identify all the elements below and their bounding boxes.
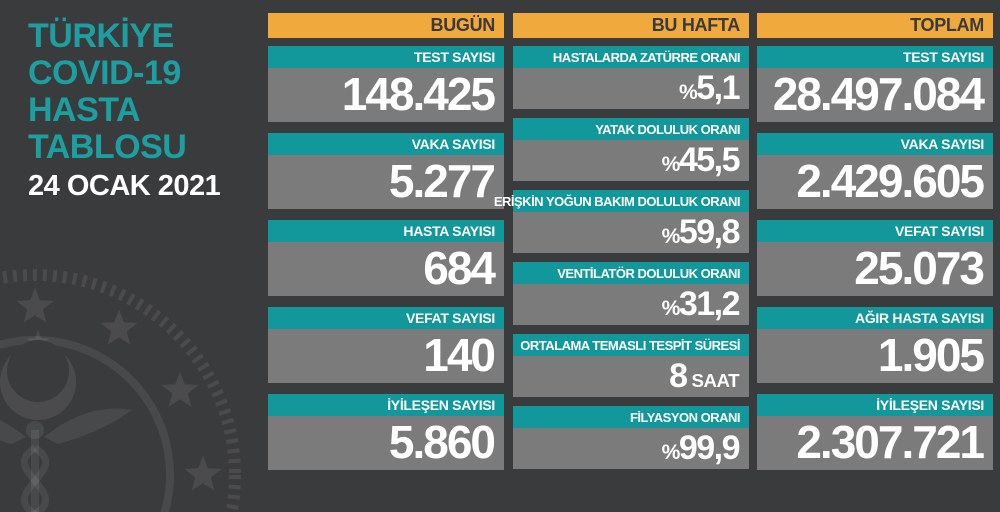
stat-label: ERİŞKİN YOĞUN BAKIM DOLULUK ORANI xyxy=(494,190,749,212)
stat-label: VAKA SAYISI xyxy=(757,133,993,155)
stat-value: 5.277 xyxy=(268,155,504,209)
stat-label: İYİLEŞEN SAYISI xyxy=(757,394,993,416)
stat-today-hasta: HASTA SAYISI 684 xyxy=(268,220,504,296)
stat-today-iyilesen: İYİLEŞEN SAYISI 5.860 xyxy=(268,394,504,470)
rope-circle xyxy=(0,269,241,512)
stat-week-filyasyon: FİLYASYON ORANI %99,9 xyxy=(513,406,749,469)
caduceus-icon xyxy=(0,408,132,512)
column-header-today: BUGÜN xyxy=(268,13,504,38)
stat-label: HASTALARDA ZATÜRRE ORANI xyxy=(513,46,749,68)
star-icon xyxy=(100,309,138,345)
stat-label: VEFAT SAYISI xyxy=(757,220,993,242)
stat-label: ORTALAMA TEMASLI TESPİT SÜRESİ xyxy=(513,334,749,356)
stat-total-vefat: VEFAT SAYISI 25.073 xyxy=(757,220,993,296)
stat-label: VEFAT SAYISI xyxy=(268,307,504,329)
stat-label: YATAK DOLULUK ORANI xyxy=(513,118,749,140)
stat-value: 148.425 xyxy=(268,68,504,122)
stat-value: 2.307.721 xyxy=(757,416,993,470)
stat-value: 28.497.084 xyxy=(757,68,993,122)
stat-total-iyilesen: İYİLEŞEN SAYISI 2.307.721 xyxy=(757,394,993,470)
column-today: BUGÜN TEST SAYISI 148.425 VAKA SAYISI 5.… xyxy=(268,13,504,481)
stat-value: 5.860 xyxy=(268,416,504,470)
column-header-total: TOPLAM xyxy=(757,13,993,38)
stat-total-vaka: VAKA SAYISI 2.429.605 xyxy=(757,133,993,209)
stat-label: TEST SAYISI xyxy=(268,46,504,68)
stat-today-test: TEST SAYISI 148.425 xyxy=(268,46,504,122)
column-total: TOPLAM TEST SAYISI 28.497.084 VAKA SAYIS… xyxy=(757,13,993,481)
star-icon xyxy=(161,371,199,407)
stat-week-yatak-doluluk: YATAK DOLULUK ORANI %45,5 xyxy=(513,118,749,181)
stat-value: 684 xyxy=(268,242,504,296)
stat-value: %59,8 xyxy=(513,212,749,253)
stat-label: AĞIR HASTA SAYISI xyxy=(757,307,993,329)
stat-total-agir-hasta: AĞIR HASTA SAYISI 1.905 xyxy=(757,307,993,383)
stat-value: 25.073 xyxy=(757,242,993,296)
stat-label: FİLYASYON ORANI xyxy=(513,406,749,428)
stat-week-temasli-tespit: ORTALAMA TEMASLI TESPİT SÜRESİ 8 SAAT xyxy=(513,334,749,397)
stat-total-test: TEST SAYISI 28.497.084 xyxy=(757,46,993,122)
stat-label: VAKA SAYISI xyxy=(268,133,504,155)
stat-value: 140 xyxy=(268,329,504,383)
stat-value: 8 SAAT xyxy=(513,356,749,397)
stat-today-vefat: VEFAT SAYISI 140 xyxy=(268,307,504,383)
stat-label: İYİLEŞEN SAYISI xyxy=(268,394,504,416)
stat-label: TEST SAYISI xyxy=(757,46,993,68)
stat-value: %99,9 xyxy=(513,428,749,469)
stat-today-vaka: VAKA SAYISI 5.277 xyxy=(268,133,504,209)
stat-value: %31,2 xyxy=(513,284,749,325)
stat-value: %5,1 xyxy=(513,68,749,109)
stat-week-zaturre: HASTALARDA ZATÜRRE ORANI %5,1 xyxy=(513,46,749,109)
stat-value: %45,5 xyxy=(513,140,749,181)
stat-label: HASTA SAYISI xyxy=(268,220,504,242)
ministry-of-health-emblem xyxy=(0,269,241,512)
column-header-this-week: BU HAFTA xyxy=(513,13,749,38)
stat-week-yogun-bakim: ERİŞKİN YOĞUN BAKIM DOLULUK ORANI %59,8 xyxy=(494,190,749,253)
report-date: 24 OCAK 2021 xyxy=(28,170,221,202)
stat-value: 2.429.605 xyxy=(757,155,993,209)
stat-label: VENTİLATÖR DOLULUK ORANI xyxy=(513,262,749,284)
stat-value: 1.905 xyxy=(757,329,993,383)
page-title: TÜRKİYE COVID-19 HASTA TABLOSU xyxy=(28,17,187,166)
stat-week-ventilator: VENTİLATÖR DOLULUK ORANI %31,2 xyxy=(513,262,749,325)
column-this-week: BU HAFTA HASTALARDA ZATÜRRE ORANI %5,1 Y… xyxy=(494,13,749,478)
star-icon xyxy=(184,455,222,491)
crescent-star-icon xyxy=(0,330,76,420)
star-icon xyxy=(16,287,54,323)
